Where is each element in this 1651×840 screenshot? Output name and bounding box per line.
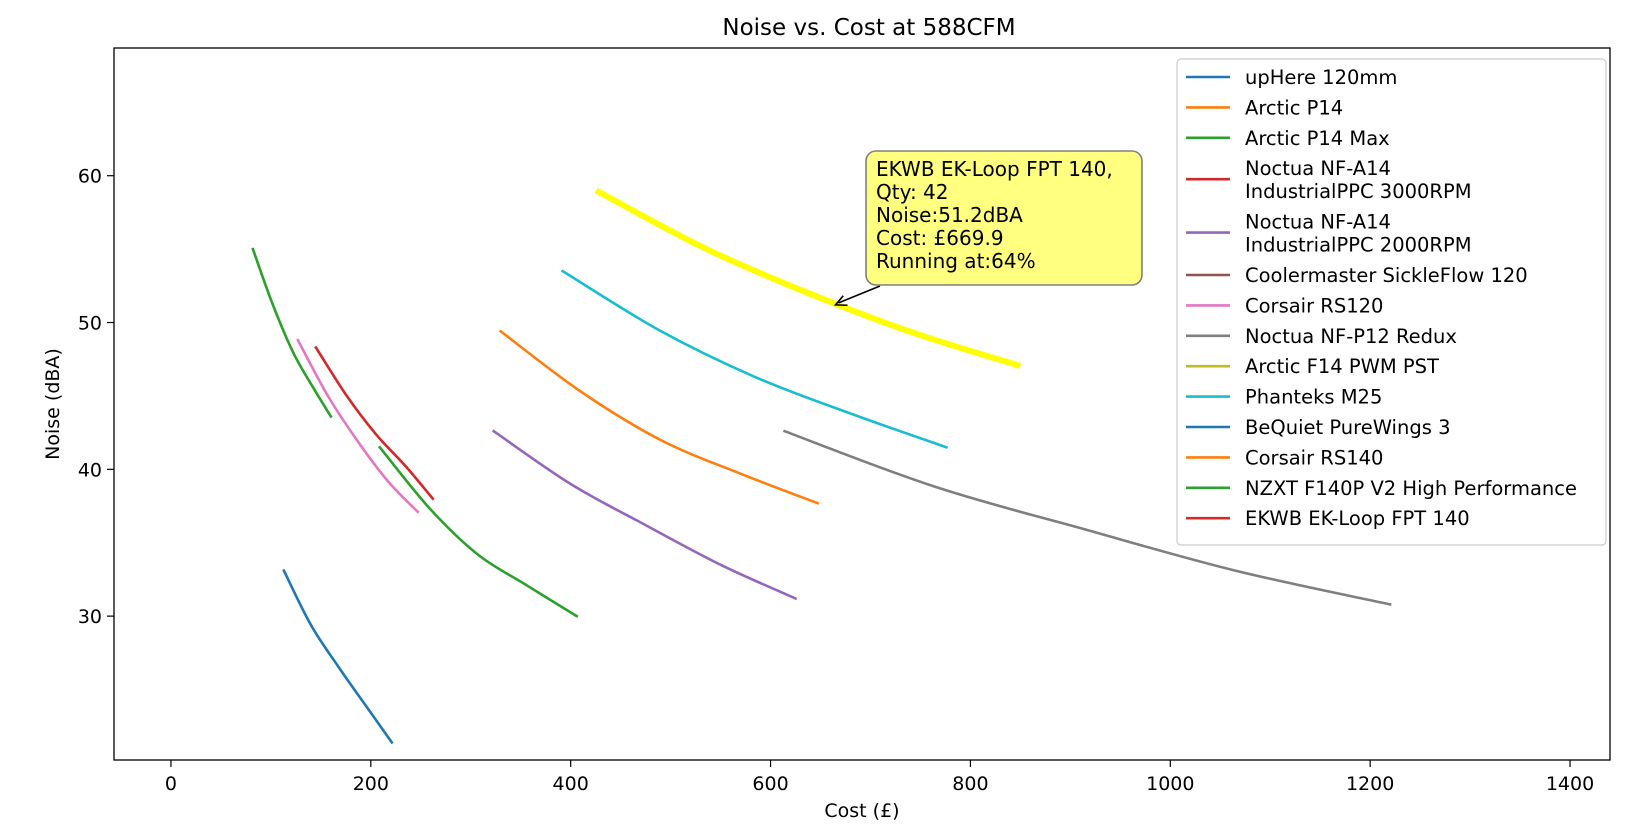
- y-tick-label-1: 40: [78, 459, 102, 481]
- x-tick-label-5: 1000: [1146, 773, 1194, 795]
- legend-label-12: NZXT F140P V2 High Performance: [1245, 477, 1577, 500]
- legend-label-7: Noctua NF-P12 Redux: [1245, 325, 1457, 348]
- legend-label-8: Arctic F14 PWM PST: [1245, 355, 1439, 378]
- highlight-line: [594, 187, 1022, 369]
- annotation-arrow-head: [833, 295, 848, 307]
- x-tick-label-4: 800: [952, 773, 988, 795]
- chart-title: Noise vs. Cost at 588CFM: [722, 15, 1015, 41]
- legend-label-9: Phanteks M25: [1245, 386, 1382, 409]
- plot-frame: [113, 47, 1611, 761]
- series-layer: [251, 187, 1392, 745]
- series-line-12: [377, 445, 579, 618]
- series-line-6: [296, 338, 420, 514]
- legend: upHere 120mm Arctic P14 Arctic P14 Max Noct…: [1176, 58, 1607, 546]
- legend-label-10: BeQuiet PureWings 3: [1245, 416, 1450, 439]
- annotation-box: [865, 150, 1143, 286]
- annotation-arrow-shaft: [838, 285, 881, 304]
- legend-label-0: upHere 120mm: [1245, 66, 1397, 89]
- annotation-line-1: Qty: 42: [876, 180, 949, 204]
- x-tick-label-3: 600: [752, 773, 788, 795]
- annotation-line-3: Cost: £669.9: [876, 226, 1004, 250]
- series-line-9: [560, 269, 949, 449]
- series-line-2: [251, 247, 333, 419]
- x-tick-label-1: 200: [353, 773, 389, 795]
- annotation: EKWB EK-Loop FPT 140,Qty: 42Noise:51.2dB…: [833, 150, 1143, 307]
- legend-label-13: EKWB EK-Loop FPT 140: [1245, 507, 1470, 530]
- y-tick-label-3: 60: [78, 166, 102, 188]
- series-line-4: [491, 429, 798, 601]
- legend-label-6: Corsair RS120: [1245, 294, 1383, 317]
- series-line-1: [498, 329, 820, 505]
- annotation-line-0: EKWB EK-Loop FPT 140,: [876, 157, 1113, 181]
- legend-label-3: Noctua NF-A14 IndustrialPPC 3000RPM: [1245, 157, 1472, 203]
- x-tick-label-6: 1200: [1346, 773, 1394, 795]
- legend-label-4: Noctua NF-A14 IndustrialPPC 2000RPM: [1245, 211, 1472, 257]
- series-line-0: [282, 568, 394, 745]
- legend-label-1: Arctic P14: [1245, 96, 1343, 119]
- x-tick-label-0: 0: [165, 773, 177, 795]
- series-line-3: [314, 345, 435, 501]
- y-tick-label-0: 30: [78, 606, 102, 628]
- legend-label-5: Coolermaster SickleFlow 120: [1245, 264, 1528, 287]
- annotation-line-4: Running at:64%: [876, 249, 1036, 273]
- series-line-7: [782, 429, 1392, 606]
- x-tick-label-7: 1400: [1546, 773, 1594, 795]
- y-tick-label-2: 50: [78, 313, 102, 335]
- annotation-line-2: Noise:51.2dBA: [876, 203, 1023, 227]
- legend-label-11: Corsair RS140: [1245, 446, 1383, 469]
- legend-label-2: Arctic P14 Max: [1245, 127, 1390, 150]
- x-axis-label: Cost (£): [824, 800, 899, 822]
- legend-box: [1176, 58, 1607, 546]
- axis-layer: 0 200 400 600 800 1000 1200 1400 30 40 50 60: [78, 166, 1594, 795]
- x-tick-label-2: 400: [553, 773, 589, 795]
- y-axis-label: Noise (dBA): [42, 348, 64, 460]
